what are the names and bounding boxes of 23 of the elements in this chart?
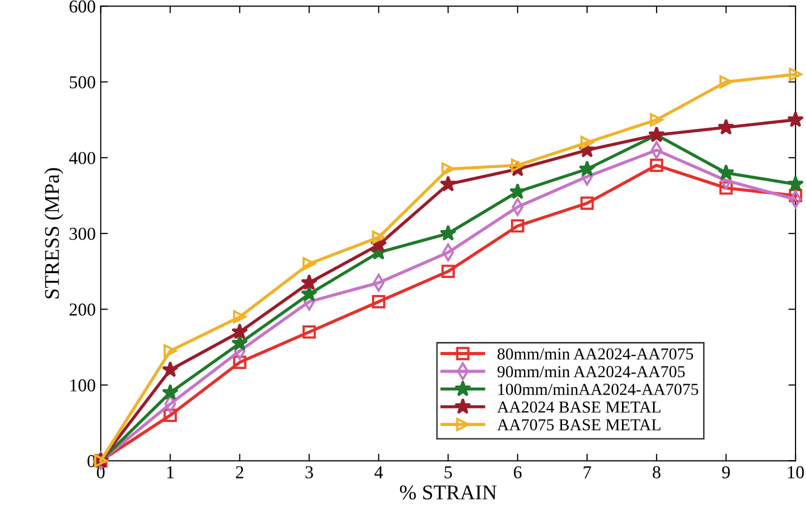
x-tick-label: 10 [788, 466, 804, 478]
x-tick-label: 9 [722, 466, 730, 478]
x-axis-title: % STRAIN [400, 485, 497, 500]
x-tick-label: 5 [444, 466, 452, 478]
y-tick-label: 200 [70, 304, 96, 316]
x-tick-label: 2 [236, 466, 244, 478]
y-tick-label: 100 [70, 379, 96, 392]
legend-label: 90mm/min AA2024-AA705 [498, 366, 685, 378]
x-tick-label: 4 [374, 466, 383, 478]
y-tick-label: 300 [70, 228, 96, 240]
x-tick-label: 7 [584, 466, 592, 478]
legend-label: 100mm/minAA2024-AA7075 [498, 384, 698, 396]
y-tick-label: 600 [70, 0, 96, 13]
y-tick-label: 500 [70, 76, 96, 88]
legend-label: AA7075 BASE METAL [497, 419, 660, 430]
legend-label: AA2024 BASE METAL [497, 401, 660, 413]
x-tick-label: 3 [306, 466, 313, 478]
x-tick-label: 1 [167, 466, 174, 478]
x-tick-label: 8 [652, 466, 660, 478]
y-axis-title: STRESS (MPa) [44, 168, 64, 298]
x-tick-label: 6 [514, 466, 522, 478]
y-tick-label: 400 [69, 152, 96, 164]
legend-label: 80mm/min AA2024-AA7075 [498, 348, 694, 360]
